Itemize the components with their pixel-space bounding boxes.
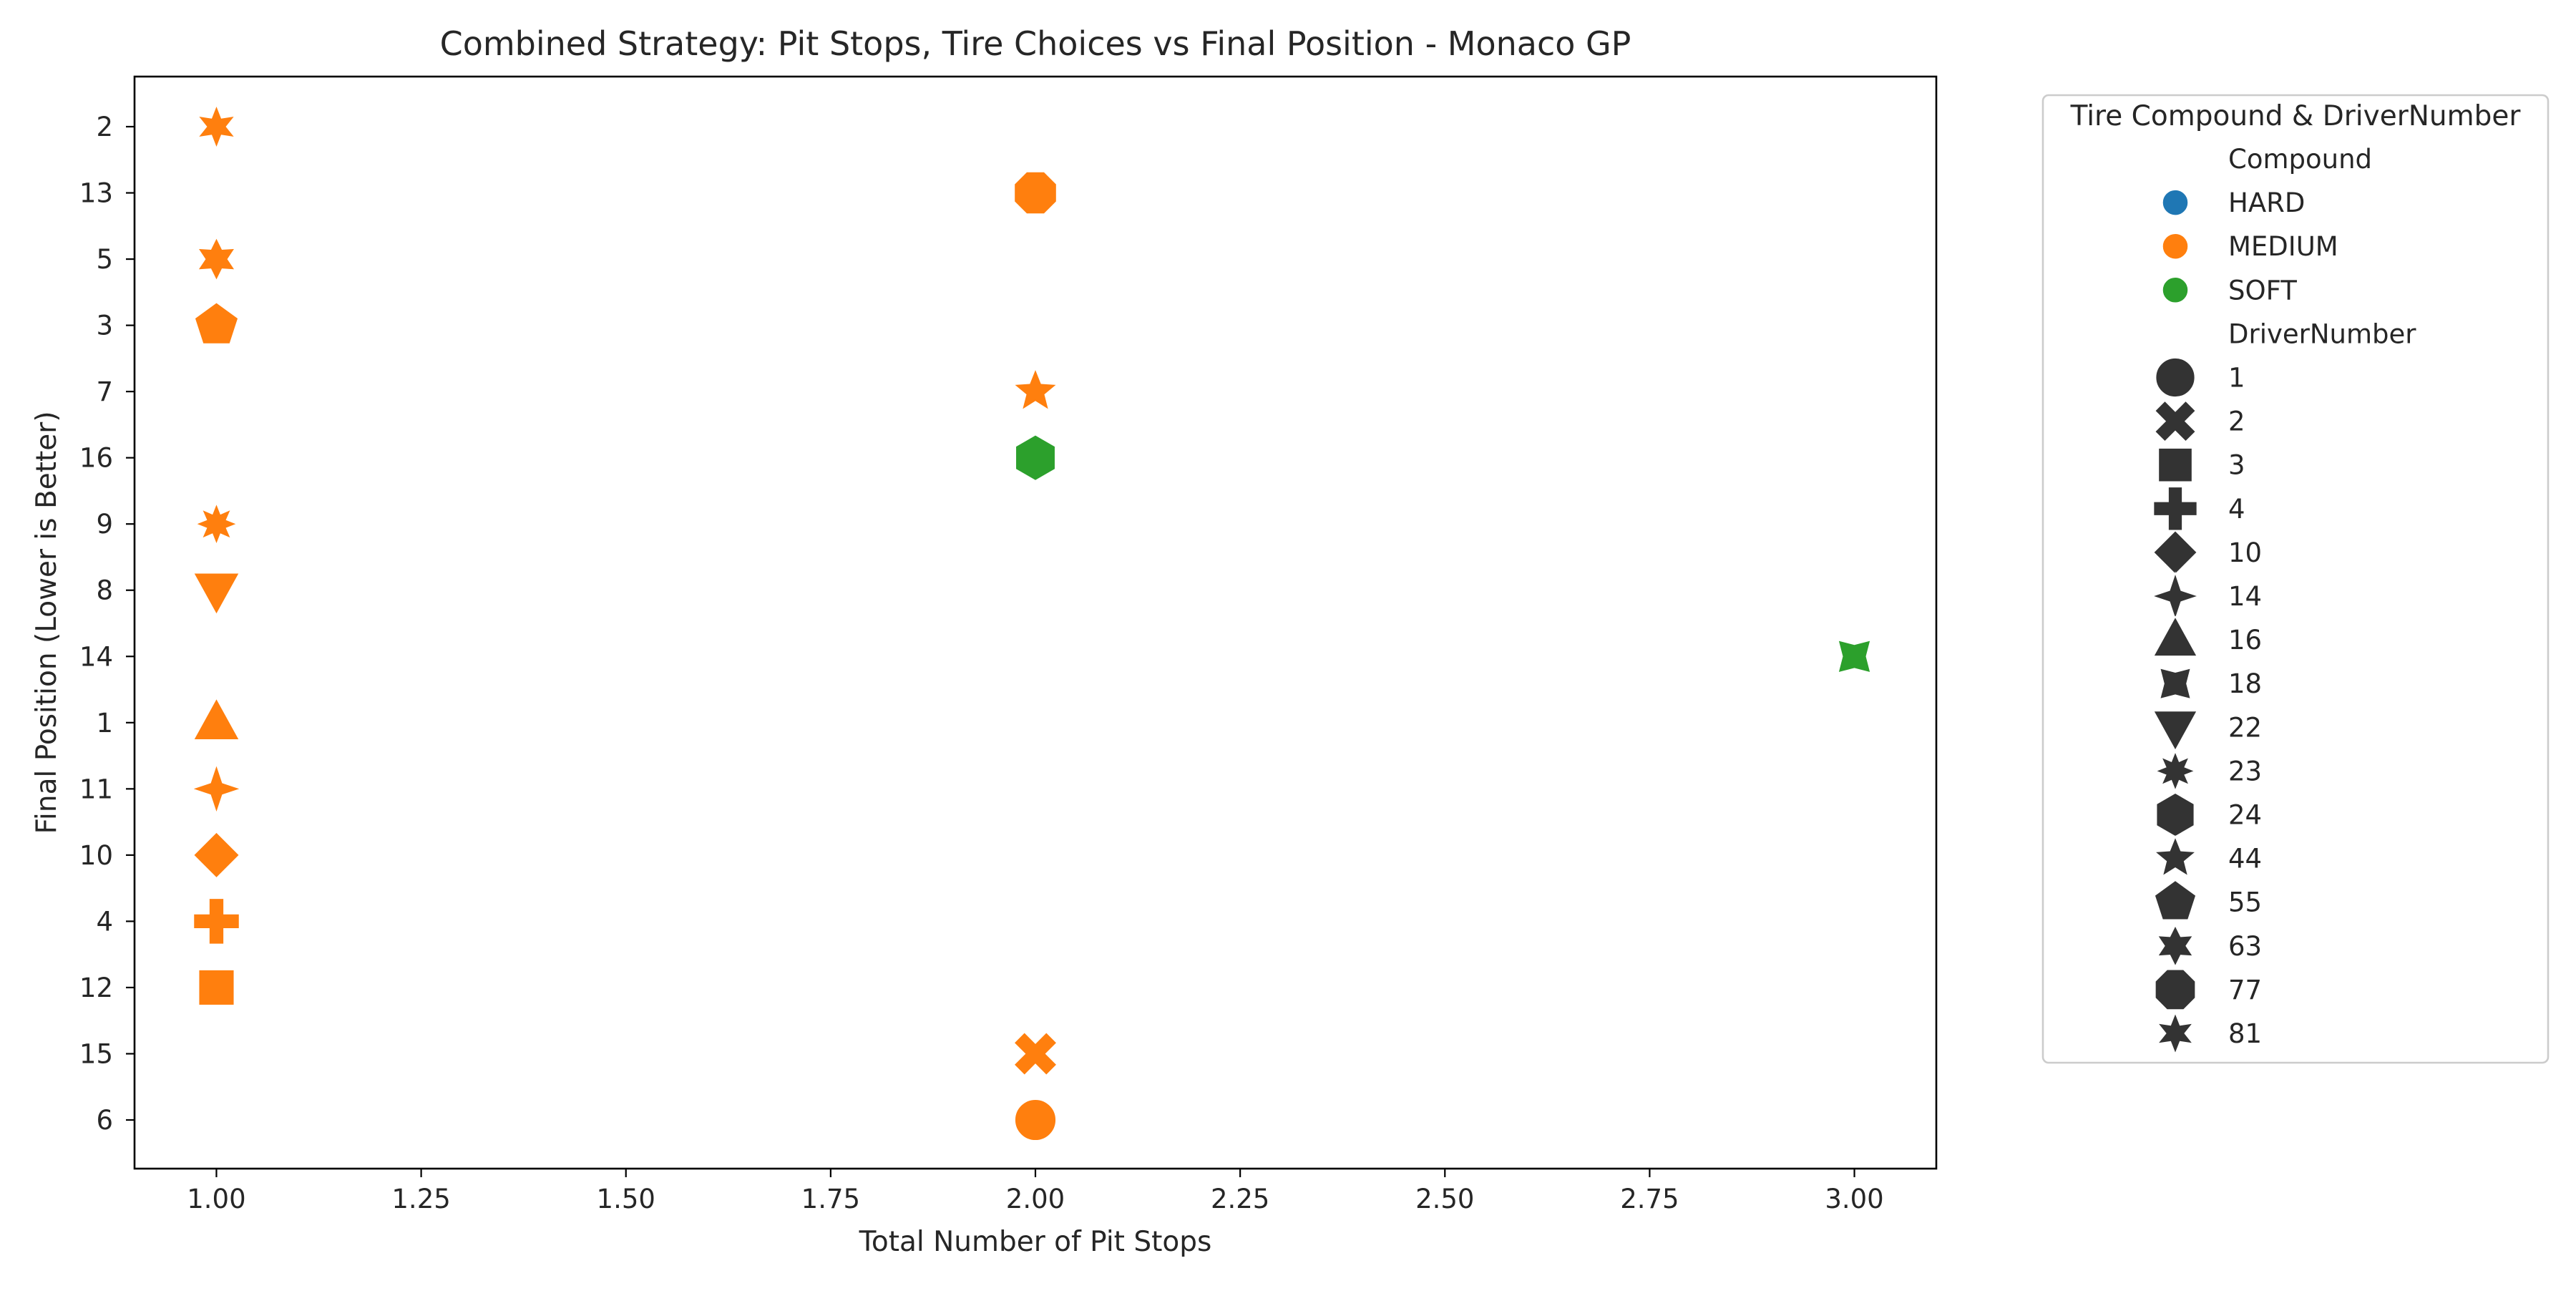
data-point bbox=[1015, 434, 1056, 482]
y-tick-label: 8 bbox=[96, 575, 113, 606]
legend-driver-marker bbox=[2152, 486, 2198, 531]
legend-driver-label: 22 bbox=[2228, 712, 2262, 743]
y-tick-label: 12 bbox=[79, 973, 113, 1003]
data-point bbox=[1013, 171, 1058, 215]
legend-driver-label: 23 bbox=[2228, 756, 2262, 786]
y-tick-label: 3 bbox=[96, 311, 113, 341]
legend-driver-label: 10 bbox=[2228, 537, 2262, 568]
legend-driver-marker bbox=[2154, 400, 2197, 443]
legend-driver-label: 24 bbox=[2228, 800, 2262, 831]
legend-compound-label: MEDIUM bbox=[2228, 231, 2338, 262]
legend: Tire Compound & DriverNumber Compound HAR… bbox=[2041, 94, 2550, 1064]
x-tick-label: 2.25 bbox=[1211, 1184, 1269, 1214]
legend-title: Tire Compound & DriverNumber bbox=[2070, 100, 2522, 132]
legend-driver-label: 14 bbox=[2228, 581, 2262, 612]
y-tick-label: 16 bbox=[79, 443, 113, 474]
y-tick-label: 2 bbox=[96, 112, 113, 142]
legend-compound-label: HARD bbox=[2228, 187, 2305, 218]
legend-driver-marker bbox=[2159, 667, 2192, 700]
x-axis: 1.00 1.25 1.50 1.75 2.00 2.25 2.50 2.75 3.00 bbox=[187, 1169, 1884, 1214]
legend-driver-marker bbox=[2156, 924, 2195, 968]
data-point bbox=[1013, 1031, 1058, 1076]
y-tick-label: 5 bbox=[96, 244, 113, 275]
legend-driver-marker bbox=[2154, 749, 2197, 792]
x-tick-label: 2.75 bbox=[1620, 1184, 1679, 1214]
legend-compound-swatch bbox=[2162, 233, 2189, 260]
x-tick-label: 2.50 bbox=[1415, 1184, 1474, 1214]
data-point bbox=[194, 502, 239, 547]
y-tick-label: 15 bbox=[79, 1038, 113, 1069]
legend-compound-swatch bbox=[2162, 189, 2189, 216]
x-axis-label: Total Number of Pit Stops bbox=[859, 1226, 1212, 1258]
legend-driver-marker bbox=[2156, 1011, 2195, 1056]
legend-driver-marker bbox=[2154, 880, 2197, 921]
legend-driver-label: 1 bbox=[2228, 363, 2245, 394]
x-tick-label: 1.50 bbox=[597, 1184, 655, 1214]
chart-title: Combined Strategy: Pit Stops, Tire Choic… bbox=[440, 24, 1631, 63]
y-tick-label: 13 bbox=[79, 178, 113, 209]
legend-driver-label: 3 bbox=[2228, 450, 2245, 481]
legend-driver-marker bbox=[2155, 969, 2196, 1010]
y-tick-label: 4 bbox=[96, 906, 113, 937]
x-tick-label: 3.00 bbox=[1825, 1184, 1883, 1214]
x-tick-label: 1.25 bbox=[391, 1184, 450, 1214]
legend-driver-marker bbox=[2155, 357, 2196, 398]
data-point bbox=[197, 236, 236, 282]
data-point bbox=[192, 897, 240, 945]
legend-heading: Compound bbox=[2228, 144, 2372, 175]
data-point bbox=[197, 969, 235, 1006]
legend-compound-label: SOFT bbox=[2228, 275, 2297, 306]
legend-driver-label: 77 bbox=[2228, 975, 2262, 1005]
legend-compound-swatch bbox=[2162, 276, 2189, 304]
legend-driver-label: 44 bbox=[2228, 844, 2262, 875]
y-axis-label: Final Position (Lower is Better) bbox=[31, 411, 63, 834]
legend-items: CompoundHARDMEDIUMSOFTDriverNumber123410… bbox=[2150, 144, 2416, 1056]
legend-driver-label: 55 bbox=[2228, 887, 2262, 918]
legend-driver-marker bbox=[2152, 615, 2198, 657]
legend-driver-label: 18 bbox=[2228, 668, 2262, 699]
legend-driver-marker bbox=[2152, 710, 2198, 752]
y-tick-label: 6 bbox=[96, 1105, 113, 1136]
data-point bbox=[192, 831, 240, 879]
data-point bbox=[1837, 639, 1872, 673]
data-point bbox=[1014, 1098, 1057, 1141]
legend-driver-label: 4 bbox=[2228, 494, 2245, 525]
data-point bbox=[196, 103, 237, 150]
y-tick-label: 10 bbox=[79, 840, 113, 871]
data-point bbox=[190, 762, 243, 815]
legend-driver-marker bbox=[2153, 835, 2197, 877]
x-tick-label: 1.75 bbox=[801, 1184, 860, 1214]
y-tick-label: 1 bbox=[96, 708, 113, 739]
y-tick-label: 7 bbox=[96, 376, 113, 407]
legend-driver-label: 16 bbox=[2228, 625, 2262, 656]
y-tick-label: 9 bbox=[96, 509, 113, 540]
legend-driver-marker bbox=[2157, 447, 2193, 483]
legend-driver-label: 63 bbox=[2228, 931, 2262, 962]
legend-driver-label: 2 bbox=[2228, 406, 2245, 437]
y-tick-label: 14 bbox=[79, 641, 113, 672]
x-tick-label: 2.00 bbox=[1006, 1184, 1065, 1214]
x-tick-label: 1.00 bbox=[187, 1184, 245, 1214]
legend-driver-label: 81 bbox=[2228, 1018, 2262, 1049]
data-point bbox=[194, 301, 239, 345]
data-points bbox=[190, 103, 1872, 1141]
data-point bbox=[1012, 367, 1059, 411]
data-point bbox=[192, 697, 240, 741]
data-point bbox=[192, 572, 240, 616]
y-tick-label: 11 bbox=[79, 774, 113, 804]
legend-heading: DriverNumber bbox=[2228, 318, 2416, 349]
plot-area: 1.00 1.25 1.50 1.75 2.00 2.25 2.50 2.75 3.00 213… bbox=[79, 75, 1938, 1214]
